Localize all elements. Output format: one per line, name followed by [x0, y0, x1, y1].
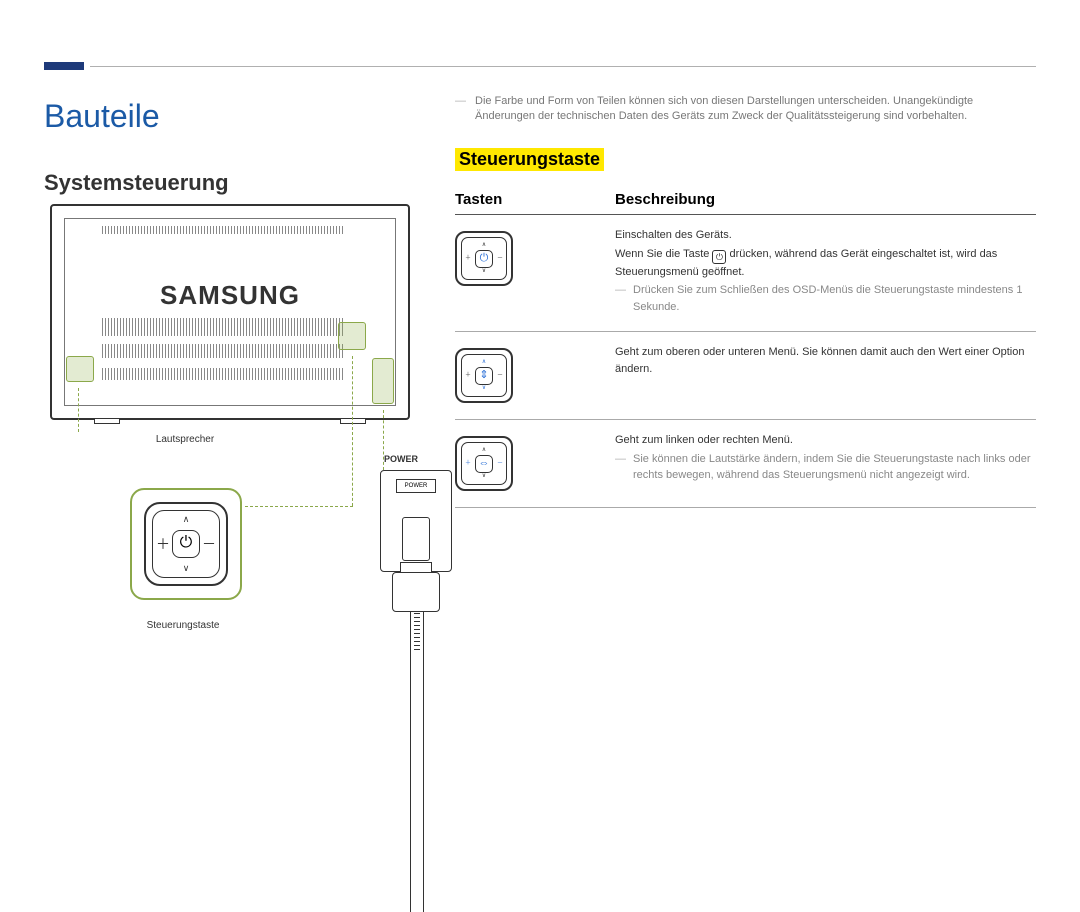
header-divider	[90, 66, 1036, 67]
updown-center-icon: ⇕	[475, 367, 493, 385]
control-leader-line-h	[245, 506, 353, 507]
power-callout	[372, 358, 394, 404]
speaker-leader-line	[78, 388, 79, 432]
control-button-enlarged: ∧ ∨ ＋ － ⏻	[130, 488, 242, 600]
control-leader-line	[352, 356, 353, 506]
top-note: Die Farbe und Form von Teilen können sic…	[455, 94, 1036, 125]
power-plug	[392, 572, 440, 612]
control-pad-icon: ∧ ∨ ＋ － ⏻	[455, 231, 513, 286]
row3-subnote: Sie können die Lautstärke ändern, indem …	[615, 451, 1036, 484]
power-cord	[410, 612, 424, 912]
power-center-icon: ⏻	[475, 250, 493, 268]
row1-subnote: Drücken Sie zum Schließen des OSD-Menüs …	[615, 282, 1036, 315]
enlarged-power-icon: ⏻	[172, 530, 200, 558]
system-diagram: SAMSUNG Lautsprecher ∧ ∨ ＋ － ⏻ Steuerung…	[50, 204, 430, 714]
table-row: ∧ ∨ ＋ － ⇔ Geht zum linken oder rechten M…	[455, 420, 1036, 508]
table-header-row: Tasten Beschreibung	[455, 185, 1036, 215]
col-header-tasten: Tasten	[455, 191, 615, 208]
page-title: Bauteile	[44, 98, 160, 135]
power-switch-label: POWER	[396, 479, 436, 493]
col-header-desc: Beschreibung	[615, 191, 1036, 208]
row2-desc-line1: Geht zum oberen oder unteren Menü. Sie k…	[615, 344, 1036, 377]
section-title: Systemsteuerung	[44, 170, 229, 196]
row1-desc-line1: Einschalten des Geräts.	[615, 227, 1036, 244]
row3-desc-line1: Geht zum linken oder rechten Menü.	[615, 432, 1036, 449]
control-pad-icon: ∧ ∨ ＋ － ⇕	[455, 348, 513, 403]
control-pad-icon: ∧ ∨ ＋ － ⇔	[455, 436, 513, 491]
table-row: ∧ ∨ ＋ － ⏻ Einschalten des Geräts. Wenn S…	[455, 215, 1036, 332]
control-callout	[338, 322, 366, 350]
power-module: POWER	[380, 470, 454, 572]
table-row: ∧ ∨ ＋ － ⇕ Geht zum oberen oder unteren M…	[455, 332, 1036, 420]
leftright-center-icon: ⇔	[475, 455, 493, 473]
control-label: Steuerungstaste	[108, 620, 258, 631]
brand-text: SAMSUNG	[160, 280, 300, 311]
row1-desc-line2: Wenn Sie die Taste ⏻ drücken, während da…	[615, 246, 1036, 281]
tv-back-panel: SAMSUNG	[50, 204, 410, 420]
buttons-table: Tasten Beschreibung ∧ ∨ ＋ － ⏻ Einschalte…	[455, 185, 1036, 508]
inline-power-icon: ⏻	[712, 250, 726, 264]
header-accent-bar	[44, 62, 84, 70]
highlight-title: Steuerungstaste	[455, 148, 604, 171]
power-label: POWER	[365, 454, 437, 464]
speaker-callout	[66, 356, 94, 382]
speaker-label: Lautsprecher	[55, 434, 315, 445]
